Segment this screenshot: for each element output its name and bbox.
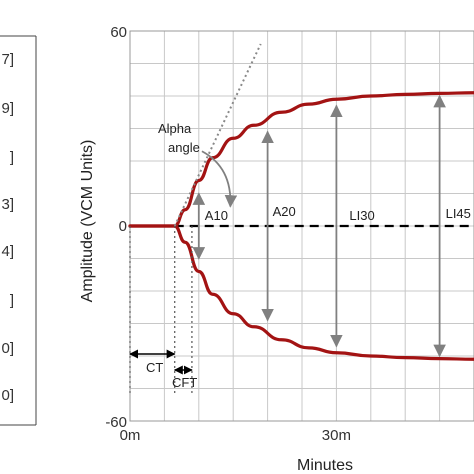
- left-panel-label: 0]: [1, 387, 14, 404]
- ct-label: CT: [146, 360, 163, 375]
- alpha-angle-arrow: [201, 150, 238, 208]
- y-tick-label: -60: [105, 414, 127, 431]
- left-panel-label: 4]: [1, 243, 14, 260]
- alpha-angle-label: angle: [168, 140, 200, 155]
- li30-label: LI30: [349, 208, 374, 223]
- a20-label: A20: [273, 204, 296, 219]
- alpha-angle-label: Alpha: [158, 121, 192, 136]
- left-panel-label: 9]: [1, 100, 14, 117]
- a10-label: A10: [205, 208, 228, 223]
- left-panel-label: ]: [10, 292, 14, 309]
- alpha-tangent-line: [173, 43, 262, 227]
- cft-label: CFT: [172, 375, 197, 390]
- left-panel-label: 7]: [1, 51, 14, 68]
- y-axis-label: Amplitude (VCM Units): [79, 140, 96, 303]
- left-panel-label: 3]: [1, 196, 14, 213]
- upper-amplitude-curve: [128, 91, 474, 228]
- left-panel-label: 0]: [1, 340, 14, 357]
- x-tick-label: 0m: [120, 427, 141, 444]
- x-axis-label: Minutes: [297, 457, 353, 474]
- left-panel-label: ]: [10, 149, 14, 166]
- series-curves: [128, 91, 474, 361]
- lower-amplitude-curve: [128, 224, 474, 361]
- li45-label: LI45: [446, 206, 471, 221]
- y-tick-label: 60: [110, 24, 127, 41]
- left-panel-table: 7] 9]] 3] 4]] 0] 0]: [0, 35, 37, 426]
- annotation-markers: Alpha angle A10 A20 LI30 LI45 CT CFT: [129, 43, 471, 395]
- x-tick-label: 30m: [322, 427, 351, 444]
- y-tick-label: 0: [119, 218, 127, 235]
